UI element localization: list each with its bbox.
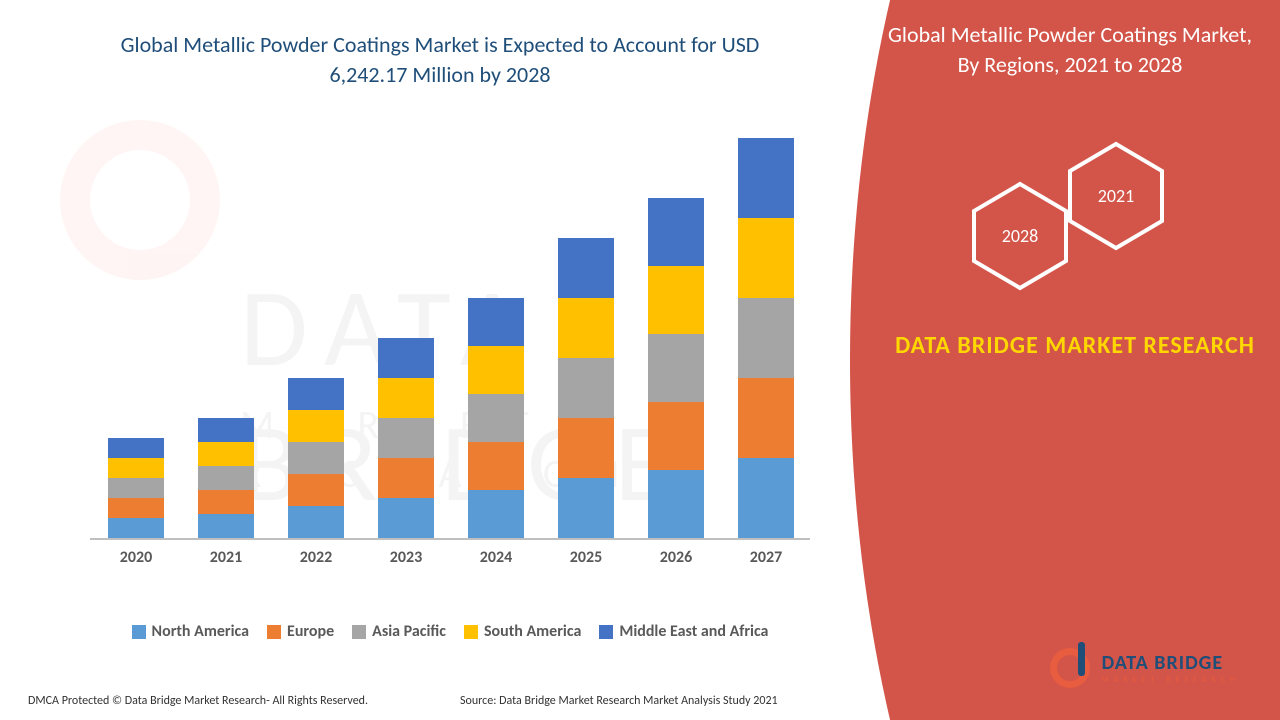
bar-segment xyxy=(108,518,164,538)
bar-segment xyxy=(468,490,524,538)
bar-segment xyxy=(468,442,524,490)
bar-segment xyxy=(738,218,794,298)
x-axis-label: 2026 xyxy=(648,548,704,567)
bar-group xyxy=(648,198,704,538)
bar-segment xyxy=(378,498,434,538)
bar-segment xyxy=(738,298,794,378)
right-panel-brand: DATA BRIDGE MARKET RESEARCH xyxy=(890,330,1260,362)
right-info-panel: Global Metallic Powder Coatings Market, … xyxy=(850,0,1280,720)
bar-segment xyxy=(738,138,794,218)
legend-label: North America xyxy=(152,622,249,641)
legend-label: Asia Pacific xyxy=(372,622,446,641)
bar-segment xyxy=(108,458,164,478)
bar-segment xyxy=(648,198,704,266)
footer-copyright: DMCA Protected © Data Bridge Market Rese… xyxy=(28,694,368,708)
bar-segment xyxy=(738,378,794,458)
bar-segment xyxy=(558,358,614,418)
bar-segment xyxy=(378,338,434,378)
hexagon-2021: 2021 xyxy=(1066,140,1166,252)
legend-swatch xyxy=(352,625,366,639)
bar-group xyxy=(378,338,434,538)
bar-group xyxy=(738,138,794,538)
bar-segment xyxy=(108,498,164,518)
bar-group xyxy=(468,298,524,538)
bar-segment xyxy=(648,266,704,334)
logo-block: DATA BRIDGE MARKET RESEARCH xyxy=(1048,646,1240,690)
right-panel-title: Global Metallic Powder Coatings Market, … xyxy=(880,20,1260,79)
bar-group xyxy=(558,238,614,538)
footer-source: Source: Data Bridge Market Research Mark… xyxy=(460,694,778,708)
bar-segment xyxy=(288,506,344,538)
page-root: DATA BRIDGE MARKET RESEARCH Global Metal… xyxy=(0,0,1280,720)
bar-segment xyxy=(648,334,704,402)
bar-segment xyxy=(648,470,704,538)
x-axis-label: 2021 xyxy=(198,548,254,567)
logo-mark-icon xyxy=(1048,646,1092,690)
bar-segment xyxy=(468,346,524,394)
hexagon-2021-label: 2021 xyxy=(1066,140,1166,252)
bar-segment xyxy=(198,418,254,442)
x-axis-label: 2027 xyxy=(738,548,794,567)
legend-swatch xyxy=(599,625,613,639)
x-axis-label: 2023 xyxy=(378,548,434,567)
bar-segment xyxy=(558,298,614,358)
hexagon-group: 2028 2021 xyxy=(970,140,1210,310)
bar-segment xyxy=(198,514,254,538)
chart-x-axis-labels: 2020 2021 2022 2023 2024 2025 2026 2027 xyxy=(90,540,810,570)
x-axis-label: 2025 xyxy=(558,548,614,567)
legend-item: South America xyxy=(464,622,581,641)
hexagon-2028-label: 2028 xyxy=(970,180,1070,292)
logo-main-text: DATA BRIDGE xyxy=(1102,653,1240,673)
bar-group xyxy=(198,418,254,538)
bar-segment xyxy=(198,466,254,490)
bar-segment xyxy=(378,458,434,498)
chart-plot-area xyxy=(90,140,810,540)
legend-item: North America xyxy=(132,622,249,641)
bar-segment xyxy=(288,410,344,442)
bar-segment xyxy=(198,490,254,514)
bar-segment xyxy=(738,458,794,538)
bar-segment xyxy=(378,378,434,418)
legend-item: Asia Pacific xyxy=(352,622,446,641)
bar-segment xyxy=(558,418,614,478)
bar-segment xyxy=(558,478,614,538)
x-axis-label: 2022 xyxy=(288,548,344,567)
bar-segment xyxy=(468,394,524,442)
bar-group xyxy=(288,378,344,538)
x-axis-label: 2020 xyxy=(108,548,164,567)
legend-item: Europe xyxy=(267,622,334,641)
bar-segment xyxy=(108,438,164,458)
chart-legend: North America Europe Asia Pacific South Ame… xyxy=(80,622,820,641)
x-axis-label: 2024 xyxy=(468,548,524,567)
bar-segment xyxy=(468,298,524,346)
bar-segment xyxy=(108,478,164,498)
bar-segment xyxy=(558,238,614,298)
legend-label: Middle East and Africa xyxy=(619,622,768,641)
hexagon-2028: 2028 xyxy=(970,180,1070,292)
legend-label: Europe xyxy=(287,622,334,641)
bar-segment xyxy=(648,402,704,470)
chart-title: Global Metallic Powder Coatings Market i… xyxy=(90,30,790,89)
bar-segment xyxy=(198,442,254,466)
logo-text: DATA BRIDGE MARKET RESEARCH xyxy=(1102,653,1240,684)
bar-segment xyxy=(288,442,344,474)
bar-segment xyxy=(288,474,344,506)
legend-swatch xyxy=(464,625,478,639)
legend-item: Middle East and Africa xyxy=(599,622,768,641)
legend-swatch xyxy=(132,625,146,639)
legend-swatch xyxy=(267,625,281,639)
stacked-bar-chart: 2020 2021 2022 2023 2024 2025 2026 2027 xyxy=(90,140,810,580)
legend-label: South America xyxy=(484,622,581,641)
logo-sub-text: MARKET RESEARCH xyxy=(1102,676,1240,684)
bar-group xyxy=(108,438,164,538)
bar-segment xyxy=(378,418,434,458)
bar-segment xyxy=(288,378,344,410)
